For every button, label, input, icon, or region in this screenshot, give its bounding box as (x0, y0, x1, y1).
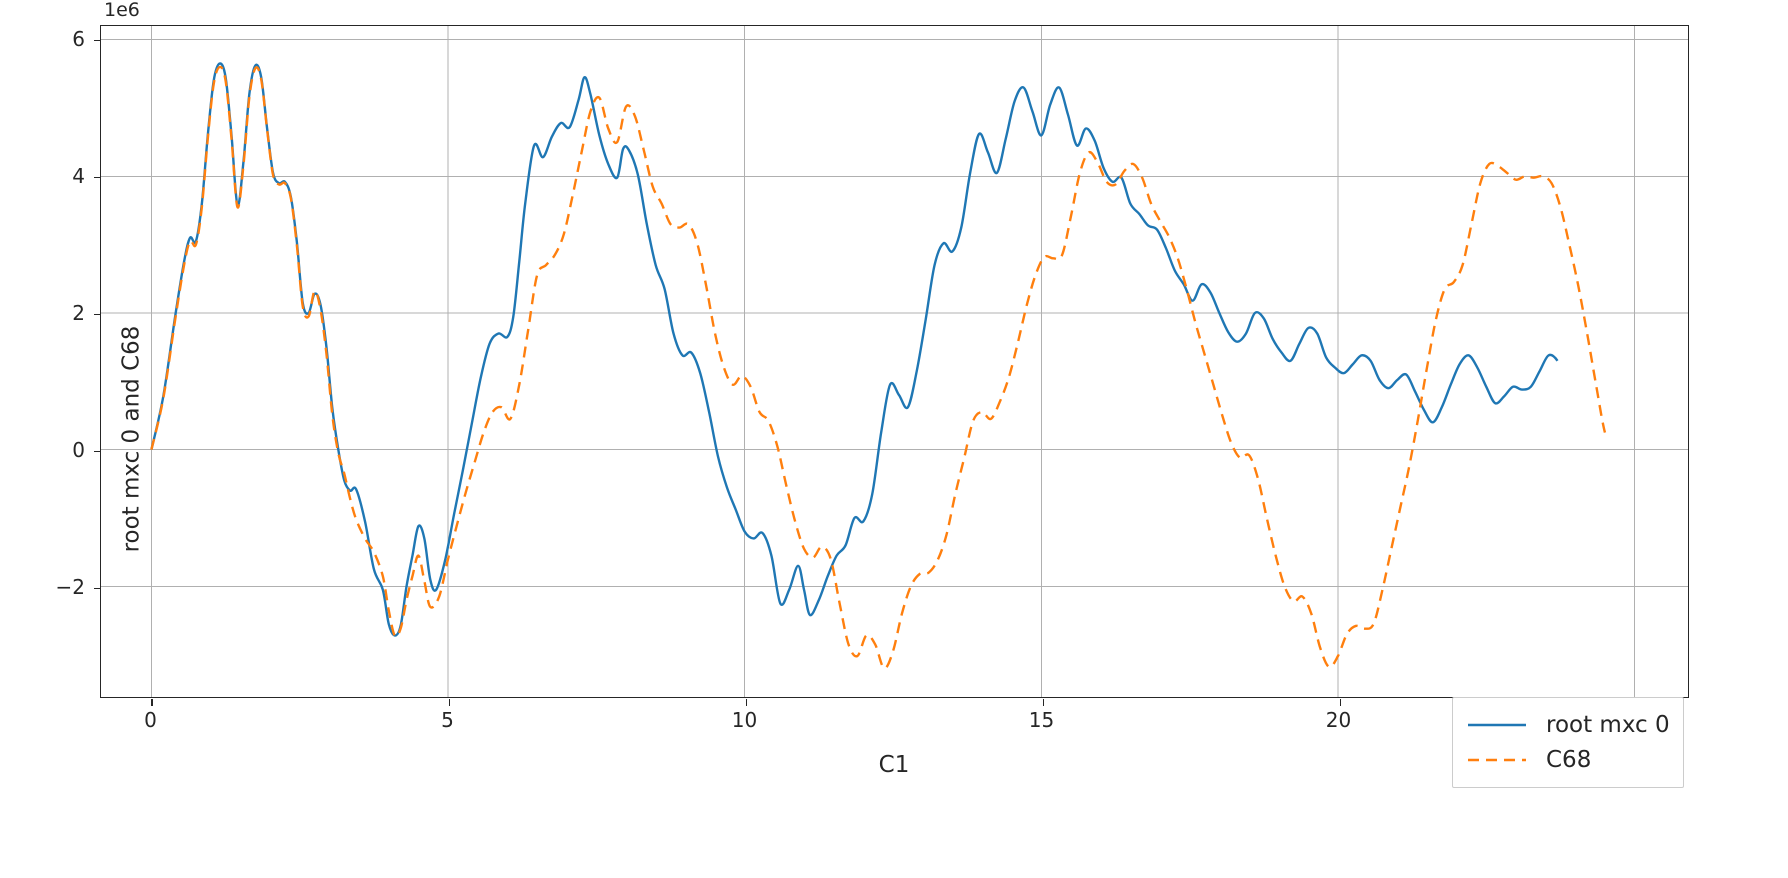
legend-swatch-c68 (1466, 750, 1528, 770)
x-tick-label: 0 (144, 708, 157, 732)
legend-label-c68: C68 (1546, 746, 1592, 773)
legend-item: root mxc 0 (1466, 707, 1670, 742)
x-tick-mark (1339, 699, 1341, 706)
y-tick-mark (94, 176, 101, 179)
series-line-0 (150, 62, 1559, 637)
x-tick-mark (448, 699, 450, 706)
y-tick-label: 2 (72, 300, 85, 325)
plot-axes (94, 25, 1689, 706)
y-tick-label: 4 (72, 163, 85, 188)
x-tick-mark (151, 699, 153, 706)
y-tick-label: 6 (72, 26, 85, 51)
y-axis-offset-text: 1e6 (104, 0, 140, 21)
legend[interactable]: root mxc 0 C68 (1452, 697, 1684, 788)
x-axis-label: C1 (878, 752, 910, 778)
x-tick-mark (1042, 699, 1044, 706)
legend-item: C68 (1466, 742, 1670, 777)
plot-canvas (101, 26, 1688, 697)
y-axis-label: root mxc 0 and C68 (118, 325, 145, 553)
y-tick-label: 0 (72, 437, 85, 462)
plot-area (101, 26, 1688, 697)
x-tick-label: 15 (1028, 708, 1055, 732)
legend-label-root-mxc-0: root mxc 0 (1546, 711, 1670, 738)
y-tick-mark (94, 39, 101, 41)
y-tick-mark (94, 313, 101, 316)
x-tick-label: 5 (441, 708, 454, 732)
y-tick-mark (94, 587, 101, 590)
legend-swatch-root-mxc-0 (1466, 715, 1528, 735)
series-line-1 (150, 65, 1607, 670)
x-tick-label: 20 (1325, 708, 1352, 732)
x-tick-label: 10 (731, 708, 758, 732)
y-tick-label: −2 (55, 574, 85, 599)
y-tick-mark (94, 450, 101, 453)
x-tick-mark (745, 699, 747, 706)
